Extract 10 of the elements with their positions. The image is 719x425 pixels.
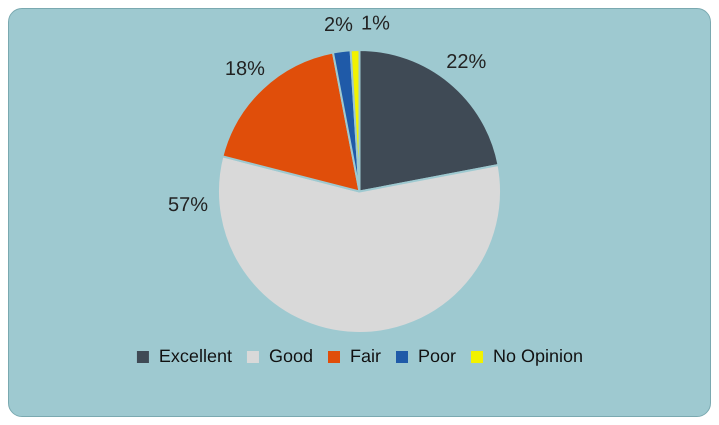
data-label: 1%: [360, 12, 390, 35]
data-label: 18%: [224, 58, 266, 80]
legend-label: Good: [268, 346, 314, 366]
legend-label: Poor: [418, 346, 456, 366]
legend-label: Excellent: [158, 346, 232, 366]
legend-label: Fair: [350, 346, 382, 366]
legend-label: No Opinion: [493, 346, 584, 366]
data-label: 57%: [168, 194, 208, 216]
data-label: 22%: [446, 50, 486, 73]
data-label: 2%: [324, 14, 354, 36]
